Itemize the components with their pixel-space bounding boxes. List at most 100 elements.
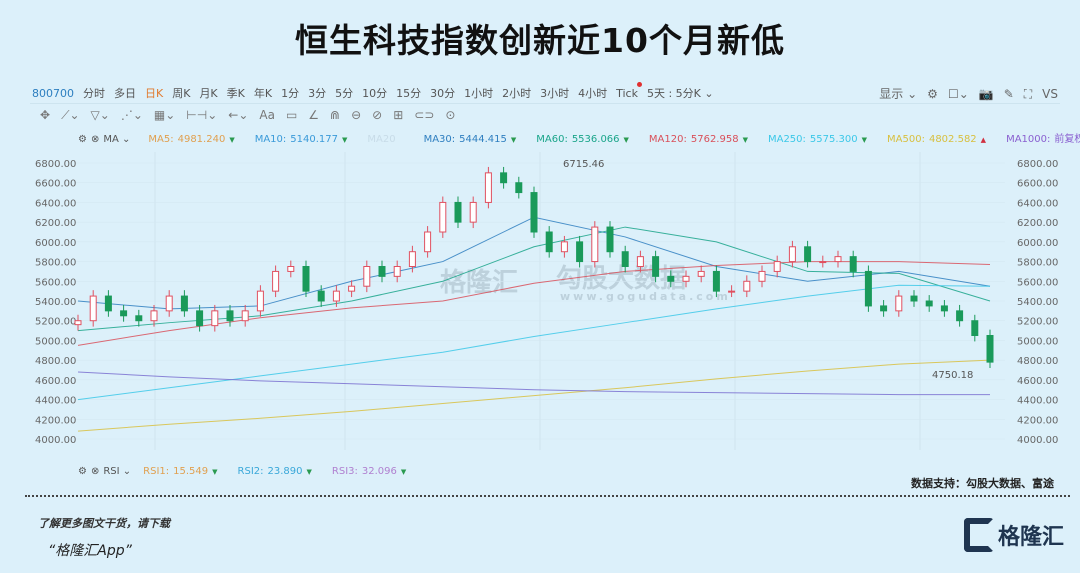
draw-tool-icon[interactable]: ▽⌄ bbox=[90, 108, 110, 122]
candle-body bbox=[667, 275, 675, 282]
period-tab[interactable]: 15分 bbox=[396, 87, 422, 100]
candle-body bbox=[773, 261, 781, 272]
candle-body bbox=[211, 310, 219, 327]
period-tab[interactable]: 2小时 bbox=[502, 87, 532, 100]
candle-body bbox=[165, 295, 173, 312]
candle-body bbox=[393, 266, 401, 277]
ma-value: 5140.177 bbox=[290, 134, 338, 145]
candle-body bbox=[226, 310, 234, 322]
period-tab[interactable]: 季K bbox=[226, 87, 245, 100]
ma-label: MA120: bbox=[648, 134, 687, 145]
period-tab[interactable]: 5天 : 5分K ⌄ bbox=[646, 87, 714, 100]
candle-body bbox=[348, 285, 356, 292]
draw-tool-icon[interactable]: ✥ bbox=[40, 108, 51, 122]
rsi-label: RSI1: bbox=[143, 466, 170, 477]
candle-body bbox=[120, 310, 128, 317]
chart-option-button[interactable]: ⚙ bbox=[927, 87, 938, 101]
candle-body bbox=[302, 266, 310, 292]
ma-label: MA500: bbox=[887, 134, 925, 145]
period-tab[interactable]: 3小时 bbox=[540, 87, 570, 100]
watermark-gelonghui: 格隆汇 bbox=[440, 268, 519, 298]
candle-body bbox=[256, 290, 264, 312]
period-tab[interactable]: 日K bbox=[145, 87, 164, 100]
chart-option-button[interactable]: VS bbox=[1042, 87, 1058, 101]
ma-value: 4802.582 bbox=[928, 134, 977, 145]
candle-body bbox=[895, 295, 903, 312]
footer-promo: 了解更多图文干货，请下载 bbox=[38, 517, 170, 530]
period-tab[interactable]: 周K bbox=[172, 87, 191, 100]
ma-arrow: ▼ bbox=[742, 136, 748, 144]
chart-option-button[interactable]: ⛶ bbox=[1023, 87, 1033, 101]
draw-tool-icon[interactable]: ⟋⌄ bbox=[61, 108, 80, 122]
draw-tool-icon[interactable]: ∠ bbox=[308, 108, 320, 122]
y-tick-right: 5000.00 bbox=[1017, 336, 1058, 347]
rsi-label: RSI3: bbox=[331, 466, 358, 477]
candle-body bbox=[834, 256, 842, 263]
period-tab[interactable]: 10分 bbox=[362, 87, 388, 100]
candle-body bbox=[272, 270, 280, 292]
settings-icon[interactable]: ⚙ bbox=[78, 466, 87, 477]
candle-body bbox=[652, 256, 660, 277]
settings-icon[interactable]: ⚙ bbox=[78, 134, 87, 145]
stock-code[interactable]: 800700 bbox=[32, 87, 74, 100]
period-tab[interactable]: 1小时 bbox=[464, 87, 494, 100]
y-tick-left: 5000.00 bbox=[35, 336, 76, 347]
candle-body bbox=[241, 310, 249, 322]
ma-value: 前复权 bbox=[1054, 134, 1080, 145]
draw-tool-icon[interactable]: ⊞ bbox=[393, 108, 404, 122]
candle-body bbox=[925, 300, 933, 307]
close-icon[interactable]: ⊗ bbox=[90, 466, 100, 477]
watermark-url: www.gogudata.com bbox=[560, 290, 731, 303]
draw-tool-icon[interactable]: ⊙ bbox=[445, 108, 456, 122]
y-tick-left: 6200.00 bbox=[35, 218, 76, 229]
candle-body bbox=[500, 172, 508, 184]
rsi-value: 32.096 bbox=[361, 466, 397, 477]
ma-line-ma1000 bbox=[77, 371, 990, 396]
rsi-label: RSI2: bbox=[237, 466, 264, 477]
draw-tool-icon[interactable]: ▭ bbox=[285, 108, 298, 122]
draw-tool-icon[interactable]: ⊖ bbox=[351, 108, 362, 122]
period-tab[interactable]: 年K bbox=[253, 87, 273, 100]
period-tab[interactable]: 1分 bbox=[281, 87, 300, 100]
period-tab[interactable]: 4小时 bbox=[578, 87, 608, 100]
chart-option-button[interactable]: ✎ bbox=[1003, 87, 1014, 101]
draw-tool-icon[interactable]: ⊢⊣⌄ bbox=[186, 108, 218, 122]
draw-tool-icon[interactable]: ▦⌄ bbox=[153, 108, 176, 122]
period-tab[interactable]: 30分 bbox=[430, 87, 456, 100]
chart-option-button[interactable]: 📷 bbox=[978, 87, 994, 101]
indicator-select[interactable]: MA ⌄ bbox=[103, 134, 131, 145]
rsi-arrow: ▼ bbox=[400, 468, 407, 476]
indicator-select[interactable]: RSI ⌄ bbox=[103, 466, 132, 477]
rsi-arrow: ▼ bbox=[212, 468, 218, 476]
draw-tool-icon[interactable]: ⊘ bbox=[372, 108, 383, 122]
y-tick-right: 5400.00 bbox=[1017, 297, 1058, 308]
candle-body bbox=[591, 226, 599, 263]
period-tab[interactable]: 3分 bbox=[308, 87, 327, 100]
ma-value: 5536.066 bbox=[571, 134, 620, 145]
period-tab[interactable]: Tick bbox=[616, 87, 638, 100]
candle-body bbox=[378, 266, 386, 277]
y-tick-right: 4400.00 bbox=[1017, 396, 1058, 407]
chart-option-button[interactable]: ☐⌄ bbox=[947, 87, 969, 101]
price-chart[interactable]: 6800.00 6800.00 6600.00 6600.00 6400.00 6400.… bbox=[0, 0, 1080, 460]
draw-tool-icon[interactable]: Aa bbox=[259, 108, 275, 122]
candle-body bbox=[469, 201, 477, 223]
chart-option-button[interactable]: 显示 ⌄ bbox=[879, 87, 918, 101]
draw-tool-icon[interactable]: ⋰⌄ bbox=[120, 108, 143, 122]
period-tab[interactable]: 月K bbox=[199, 87, 218, 100]
y-tick-left: 4400.00 bbox=[35, 396, 76, 407]
draw-tool-icon[interactable]: ⋒ bbox=[330, 108, 341, 122]
close-icon[interactable]: ⊗ bbox=[90, 134, 100, 145]
y-tick-right: 6800.00 bbox=[1017, 159, 1058, 170]
period-tab[interactable]: 分时 bbox=[83, 87, 105, 100]
period-tab[interactable]: 多日 bbox=[114, 87, 136, 100]
candle-body bbox=[636, 256, 644, 267]
candle-body bbox=[150, 310, 158, 322]
period-tab[interactable]: 5分 bbox=[335, 87, 354, 100]
candle-body bbox=[180, 295, 188, 312]
draw-tool-icon[interactable]: ←⌄ bbox=[228, 108, 249, 122]
ma-line-ma500 bbox=[77, 359, 991, 432]
ma-label: MA20 bbox=[367, 134, 396, 145]
candle-body bbox=[819, 261, 827, 264]
draw-tool-icon[interactable]: ⊂⊃ bbox=[414, 108, 435, 122]
